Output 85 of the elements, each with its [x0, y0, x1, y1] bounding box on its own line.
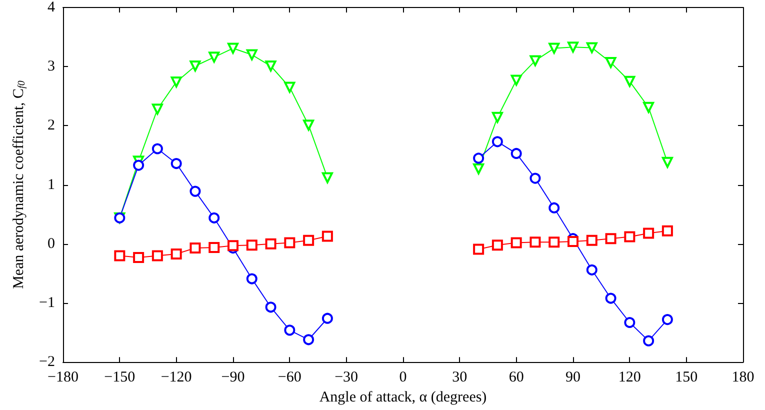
point — [510, 74, 522, 86]
y-tick-label: 2 — [48, 118, 55, 134]
point — [284, 237, 296, 248]
x-tick-label: −30 — [334, 370, 358, 386]
point — [303, 234, 314, 246]
point — [208, 212, 220, 224]
point — [624, 76, 636, 87]
x-tick-label: 0 — [399, 370, 407, 386]
point — [530, 236, 541, 248]
point — [568, 236, 578, 248]
point — [322, 312, 333, 324]
point — [228, 42, 238, 54]
point — [190, 242, 201, 254]
point — [643, 335, 654, 346]
point — [568, 42, 578, 53]
x-tick-label: −60 — [278, 370, 302, 386]
x-axis-title: Angle of attack, α (degrees) — [319, 390, 487, 406]
point — [473, 163, 484, 174]
point — [492, 112, 503, 123]
point — [548, 236, 560, 248]
point — [624, 317, 636, 328]
y-axis-title: Mean aerodynamic coefficient, Cf0 — [11, 80, 28, 289]
point — [322, 230, 333, 242]
point — [473, 244, 484, 255]
point — [473, 152, 484, 164]
point — [265, 302, 276, 313]
point — [662, 225, 673, 236]
x-tick-label: −150 — [104, 370, 136, 386]
x-tick-label: −90 — [221, 370, 245, 386]
point — [190, 186, 201, 197]
point — [624, 231, 636, 242]
point — [530, 55, 541, 66]
point — [492, 240, 503, 251]
point — [246, 273, 258, 284]
point — [265, 60, 276, 72]
point — [152, 104, 163, 115]
y-tick-label: −1 — [39, 295, 55, 311]
point — [492, 136, 503, 148]
point — [322, 172, 333, 184]
point — [586, 42, 598, 54]
point — [510, 237, 522, 248]
x-tick-label: −180 — [48, 370, 78, 386]
point — [548, 42, 560, 54]
point — [605, 292, 616, 304]
point — [303, 334, 314, 346]
y-tick-label: 0 — [48, 236, 55, 252]
point — [510, 148, 522, 159]
point — [170, 158, 182, 170]
point — [114, 250, 126, 262]
x-tick-label: −120 — [160, 370, 192, 386]
x-tick-label: 30 — [452, 370, 468, 386]
x-tick-label: 150 — [675, 370, 698, 386]
point — [605, 56, 616, 68]
point — [208, 242, 220, 253]
point — [246, 240, 258, 251]
point — [133, 252, 144, 263]
point — [284, 324, 296, 336]
point — [208, 52, 220, 63]
point — [530, 172, 541, 184]
point — [662, 156, 673, 168]
point — [662, 314, 673, 326]
y-tick-label: −2 — [39, 354, 55, 370]
point — [133, 160, 144, 171]
x-tick-label: 60 — [508, 370, 524, 386]
point — [170, 76, 182, 88]
y-tick-label: 4 — [48, 0, 56, 16]
point — [265, 238, 276, 250]
y-tick-label: 1 — [48, 176, 55, 193]
point — [303, 120, 314, 131]
point — [586, 264, 598, 276]
point — [284, 82, 296, 93]
point — [643, 102, 654, 113]
x-tick-label: 90 — [566, 370, 580, 386]
point — [605, 233, 616, 244]
point — [586, 234, 598, 246]
x-tick-label: 120 — [618, 370, 641, 386]
point — [643, 228, 654, 239]
point — [152, 250, 163, 262]
point — [548, 202, 560, 214]
point — [170, 248, 182, 260]
point — [152, 143, 163, 154]
y-tick-label: 3 — [48, 58, 55, 75]
x-tick-label: 180 — [732, 370, 754, 386]
point — [246, 49, 258, 60]
point — [190, 60, 201, 72]
